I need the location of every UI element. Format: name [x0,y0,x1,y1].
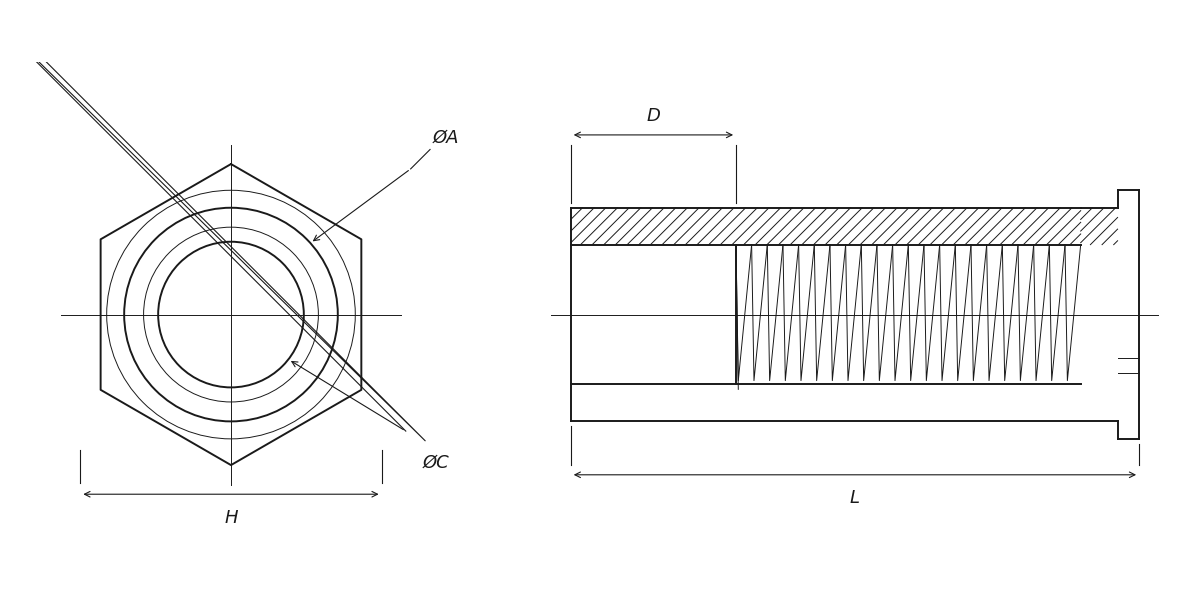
Text: ØA: ØA [433,128,460,146]
Text: H: H [224,509,238,527]
Text: ØC: ØC [422,454,449,472]
Text: L: L [850,490,860,508]
Text: D: D [647,107,660,125]
